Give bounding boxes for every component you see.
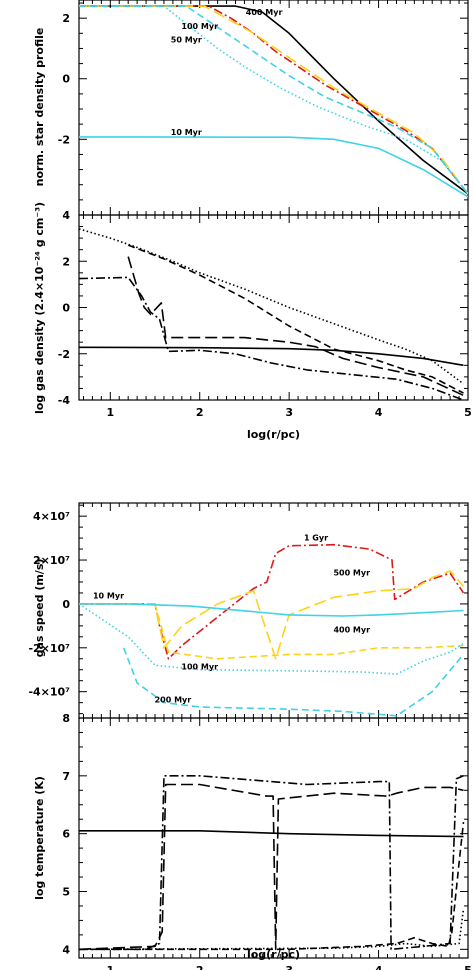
chart-panel-2: -4 -2 0 2 4 1 2 3 4 5 log gas density (2.4×10⁻²⁴ g…: [33, 202, 472, 441]
series-line-1: [79, 346, 464, 367]
series-line-5: [122, 647, 465, 717]
y-axis-label: log temperature (K): [33, 776, 46, 900]
y-tick-label: -4×10⁷: [28, 686, 70, 699]
y-axis-label: gas speed (m/s): [33, 559, 46, 658]
chart-panel-1: -2 0 2 norm. star density profile 400 Myr 100…: [33, 0, 469, 216]
series-line-1: [79, 830, 464, 838]
series-line-6: [79, 603, 464, 617]
series-line-2: [79, 228, 464, 385]
y-tick-label: 4×10⁷: [33, 510, 70, 523]
curve-annotation: 100 Myr: [181, 22, 218, 31]
chart-panel-3: -4×10⁷ -2×10⁷ 0 2×10⁷ 4×10⁷ gas speed (m/s) 1 …: [28, 502, 469, 719]
y-tick-label: 0: [62, 598, 70, 611]
y-tick-label: 4: [62, 209, 70, 222]
curve-annotation: 100 Myr: [181, 663, 218, 672]
x-tick-label: 5: [464, 406, 472, 419]
y-tick-label: 7: [62, 770, 70, 783]
curve-annotation: 500 Myr: [333, 568, 370, 577]
y-tick-label: 6: [62, 828, 70, 841]
y-tick-label: 4: [62, 943, 70, 956]
chart-panel-4: 4 5 6 7 8 1 2 3 4 5 log temperature (K) log(r/pc): [33, 712, 472, 970]
x-tick-label: 5: [464, 964, 472, 970]
series-group: [79, 5, 468, 198]
y-tick-label: 0: [62, 73, 70, 86]
series-line-5: [79, 5, 468, 195]
curve-annotation: 10 Myr: [171, 128, 202, 137]
series-line-1: [79, 5, 468, 195]
series-line-2: [79, 775, 464, 951]
series-line-4: [79, 603, 464, 675]
curve-annotation: 400 Myr: [246, 8, 283, 17]
y-tick-label: -2: [58, 133, 70, 146]
x-tick-label: 1: [106, 964, 114, 970]
series-line-4: [79, 822, 465, 951]
x-tick-label: 3: [285, 406, 293, 419]
series-line-5: [79, 276, 464, 400]
y-tick-label: 5: [62, 885, 70, 898]
y-tick-label: 8: [62, 712, 70, 725]
x-tick-label: 1: [106, 406, 114, 419]
series-group: [79, 543, 465, 717]
y-axis-label: norm. star density profile: [33, 28, 46, 187]
series-line-6: [79, 136, 468, 198]
x-tick-label: 3: [285, 964, 293, 970]
x-tick-label: 2: [196, 964, 204, 970]
y-tick-label: -2×10⁷: [28, 642, 70, 655]
series-line-1: [79, 543, 465, 660]
y-tick-label: 2: [62, 255, 70, 268]
y-tick-label: 2×10⁷: [33, 554, 70, 567]
series-group: [79, 228, 464, 400]
curve-annotation: 10 Myr: [93, 591, 124, 600]
series-line-3: [79, 783, 464, 951]
series-line-5: [79, 908, 465, 951]
x-axis-label: log(r/pc): [247, 948, 300, 961]
plot-frame: [78, 717, 469, 959]
y-tick-label: -2: [58, 348, 70, 361]
curve-annotation: 1 Gyr: [304, 533, 328, 542]
series-line-3: [79, 5, 468, 195]
x-axis-label: log(r/pc): [247, 428, 300, 441]
series-group: [79, 775, 465, 951]
curve-annotation: 200 Myr: [155, 696, 192, 705]
y-tick-label: -4: [58, 394, 71, 407]
series-line-4: [127, 256, 464, 397]
x-tick-label: 4: [375, 964, 383, 970]
x-tick-label: 2: [196, 406, 204, 419]
series-line-3: [154, 603, 464, 660]
y-tick-label: 0: [62, 302, 70, 315]
y-axis-label: log gas density (2.4×10⁻²⁴ g cm⁻³): [33, 202, 46, 414]
series-line-3: [127, 244, 464, 394]
series-line-2: [79, 570, 465, 660]
y-tick-label: 2: [62, 12, 70, 25]
curve-annotation: 400 Myr: [333, 625, 370, 634]
x-tick-label: 4: [375, 406, 383, 419]
series-line-4: [79, 5, 468, 195]
curve-annotation: 50 Myr: [171, 35, 202, 44]
